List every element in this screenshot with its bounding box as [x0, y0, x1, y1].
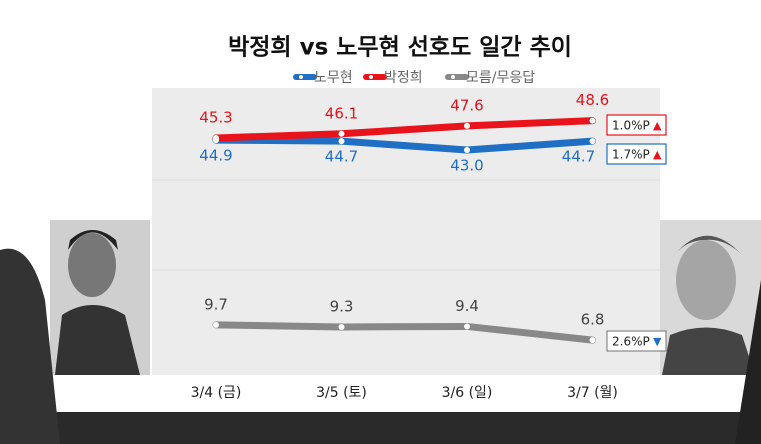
value-label: 43.0 — [450, 157, 483, 175]
value-label: 45.3 — [199, 108, 232, 126]
series-line — [212, 117, 596, 142]
gridlines — [152, 179, 660, 271]
legend: 노무현 박정희 모름/무응답 — [293, 70, 535, 86]
point — [338, 323, 345, 330]
legend-dot — [451, 75, 455, 79]
legend-label: 박정희 — [384, 70, 423, 86]
point — [464, 323, 470, 330]
annotation-arrow: ▼ — [653, 335, 662, 348]
value-label: 48.6 — [576, 91, 609, 109]
value-label: 9.4 — [455, 297, 479, 315]
plot: 3/4 (금) 3/5 (토) 3/6 (일) 3/7 (월) 9.7 9.3 9.4 6.8… — [191, 91, 667, 401]
annotation-text: 1.0%P — [612, 119, 650, 133]
value-label: 44.7 — [325, 148, 358, 166]
face — [68, 233, 116, 297]
right-portrait — [660, 220, 761, 444]
value-label: 47.6 — [450, 96, 483, 114]
annotation-text: 2.6%P — [612, 335, 650, 349]
value-label: 6.8 — [581, 311, 605, 329]
value-label: 46.1 — [325, 104, 358, 122]
left-portrait — [0, 220, 150, 444]
figure — [0, 248, 60, 444]
value-label: 44.7 — [562, 148, 595, 166]
suit — [55, 305, 140, 375]
annotation-box — [606, 330, 667, 352]
point — [464, 122, 470, 129]
point — [589, 138, 596, 145]
suit — [662, 327, 755, 375]
x-tick-label: 3/4 (금) — [191, 385, 242, 401]
point — [589, 337, 596, 344]
annotation-arrow: ▲ — [653, 148, 662, 161]
point — [213, 321, 219, 328]
figure — [735, 280, 761, 444]
value-label: 44.9 — [199, 147, 232, 165]
annotation-box — [606, 114, 667, 136]
value-label: 9.3 — [330, 297, 354, 315]
legend-dot — [299, 75, 303, 79]
x-tick-label: 3/7 (월) — [567, 385, 618, 401]
point — [338, 138, 345, 145]
annotation-text: 1.7%P — [612, 148, 650, 162]
face — [676, 240, 736, 320]
footer-strip — [0, 412, 761, 444]
x-tick-label: 3/5 (토) — [316, 385, 367, 401]
annotation-arrow: ▲ — [653, 119, 662, 132]
value-label: 9.7 — [204, 295, 228, 313]
x-tick-label: 3/6 (일) — [442, 385, 493, 401]
point — [338, 130, 345, 137]
series-line — [212, 136, 596, 154]
legend-label: 모름/무응답 — [466, 70, 535, 86]
hair — [672, 235, 742, 258]
point — [589, 117, 596, 124]
point — [213, 134, 219, 141]
series-line — [212, 321, 596, 344]
annotation-box — [606, 143, 667, 165]
legend-label: 노무현 — [314, 70, 353, 86]
hair — [68, 230, 118, 250]
point — [464, 147, 470, 154]
legend-dot — [369, 75, 373, 79]
chart-title: 박정희 vs 노무현 선호도 일간 추이 — [228, 35, 572, 61]
